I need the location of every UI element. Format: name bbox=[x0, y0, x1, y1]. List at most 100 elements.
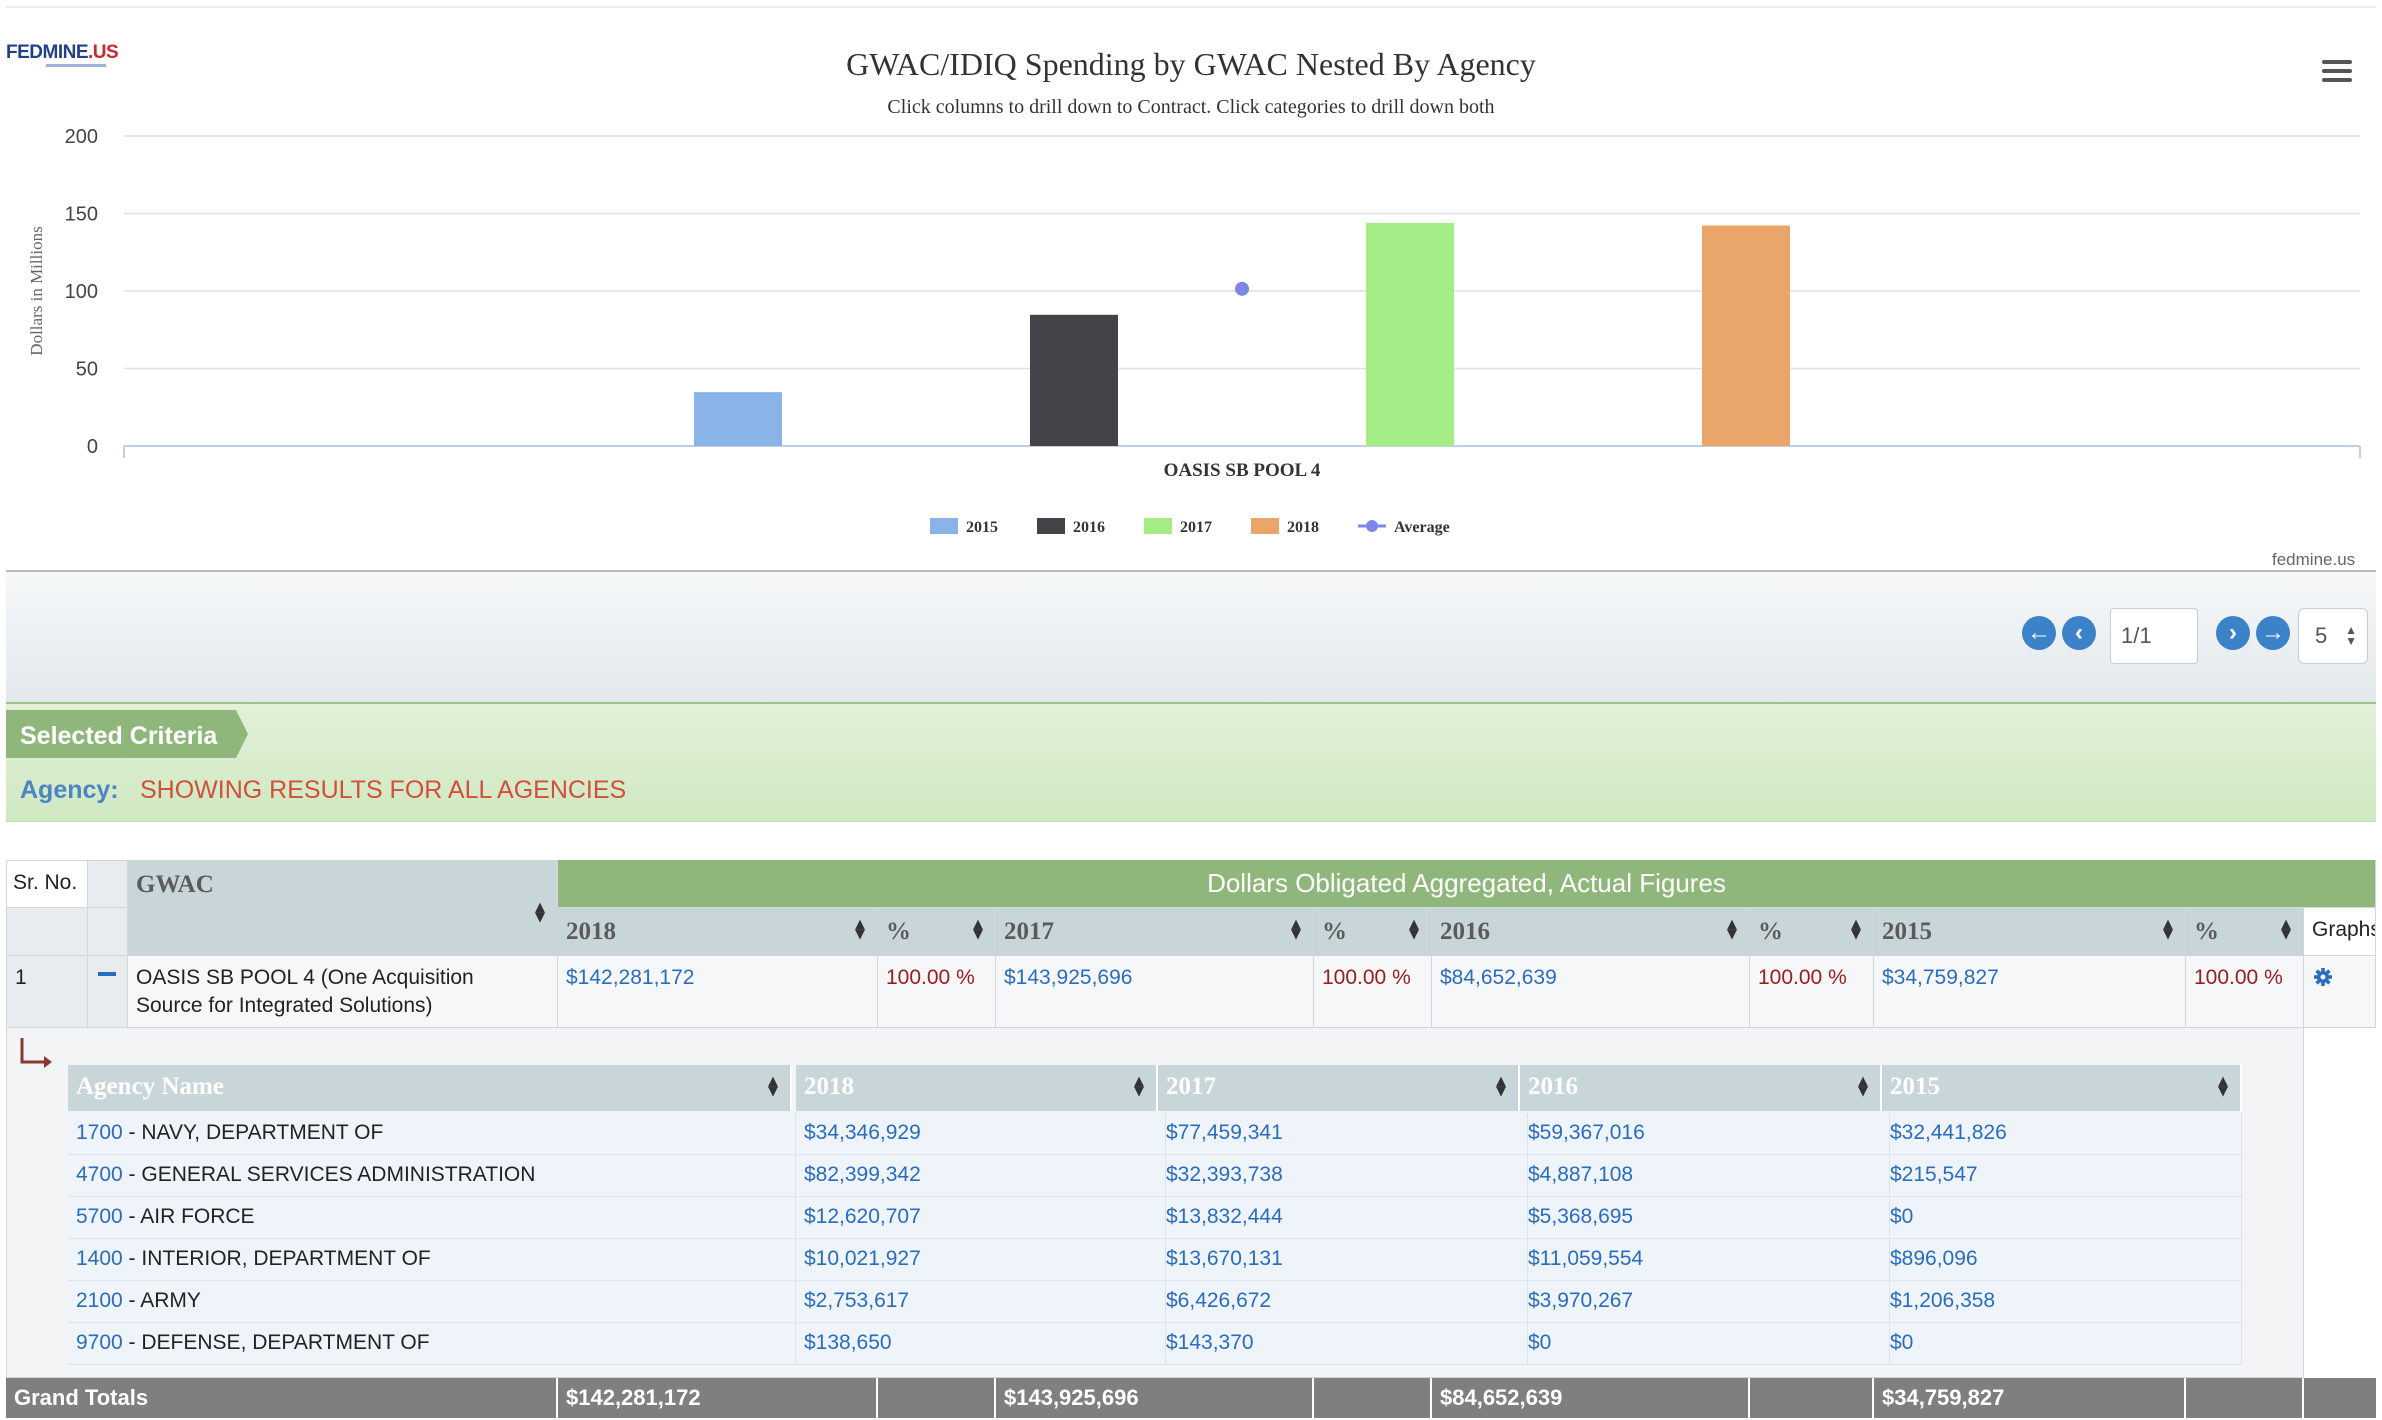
nested-2015-value[interactable]: $1,206,358 bbox=[1890, 1281, 2242, 1323]
agency-cell: 9700 - DEFENSE, DEPARTMENT OF bbox=[76, 1323, 796, 1365]
sort-icon[interactable]: ▲ ▼ bbox=[2163, 917, 2173, 942]
nested-2015-value[interactable]: $215,547 bbox=[1890, 1155, 2242, 1197]
page-number-input[interactable] bbox=[2110, 608, 2198, 664]
nested-2018-value[interactable]: $12,620,707 bbox=[804, 1197, 1166, 1239]
agency-code-link[interactable]: 2100 bbox=[76, 1289, 123, 1312]
nested-2015-value[interactable]: $0 bbox=[1890, 1323, 2242, 1365]
sort-icon[interactable]: ▲ ▼ bbox=[2218, 1074, 2228, 1099]
collapse-row-icon[interactable] bbox=[88, 956, 128, 1028]
first-page-icon[interactable]: ← bbox=[2022, 616, 2056, 650]
sort-icon[interactable]: ▲ ▼ bbox=[535, 900, 545, 925]
sort-icon[interactable]: ▲ ▼ bbox=[768, 1074, 778, 1099]
chart-credit[interactable]: fedmine.us bbox=[2272, 550, 2356, 569]
agency-code-link[interactable]: 5700 bbox=[76, 1205, 123, 1228]
nested-2017-value[interactable]: $143,370 bbox=[1166, 1323, 1528, 1365]
sort-icon[interactable]: ▲ ▼ bbox=[1727, 917, 1737, 942]
nested-agency-header[interactable]: Agency Name ▲ ▼ bbox=[68, 1065, 792, 1111]
x-category-label[interactable]: OASIS SB POOL 4 bbox=[1164, 460, 1321, 481]
col-2018-pct-header[interactable]: % ▲ ▼ bbox=[878, 908, 996, 956]
bar-2015[interactable] bbox=[694, 392, 782, 446]
nested-2016-value[interactable]: $11,059,554 bbox=[1528, 1239, 1890, 1281]
graphs-header: Graphs bbox=[2304, 908, 2376, 956]
sort-icon[interactable]: ▲ ▼ bbox=[855, 917, 865, 942]
agency-cell: 2100 - ARMY bbox=[76, 1281, 796, 1323]
row-2018-value[interactable]: $142,281,172 bbox=[558, 956, 878, 1028]
nested-2016-value[interactable]: $4,887,108 bbox=[1528, 1155, 1890, 1197]
nested-2018-value[interactable]: $10,021,927 bbox=[804, 1239, 1166, 1281]
nested-2017-header[interactable]: 2017 ▲ ▼ bbox=[1158, 1065, 1520, 1111]
total-2018-pct bbox=[878, 1378, 996, 1418]
bar-2016[interactable] bbox=[1030, 314, 1118, 446]
gwac-header[interactable]: GWAC ▲ ▼ bbox=[128, 860, 558, 956]
legend-swatch-average-dot[interactable] bbox=[1366, 520, 1378, 532]
table-row: 5700 - AIR FORCE $12,620,707 $13,832,444… bbox=[68, 1197, 2242, 1239]
page-size-select[interactable]: 5 ▲ ▼ bbox=[2298, 608, 2368, 664]
col-2017-pct-header[interactable]: % ▲ ▼ bbox=[1314, 908, 1432, 956]
nested-2018-value[interactable]: $2,753,617 bbox=[804, 1281, 1166, 1323]
col-2016-header[interactable]: 2016 ▲ ▼ bbox=[1432, 908, 1750, 956]
legend-label[interactable]: 2018 bbox=[1287, 519, 1319, 536]
nested-2015-value[interactable]: $32,441,826 bbox=[1890, 1113, 2242, 1155]
row-2016-value[interactable]: $84,652,639 bbox=[1432, 956, 1750, 1028]
agency-name: - ARMY bbox=[122, 1289, 201, 1312]
sort-icon[interactable]: ▲ ▼ bbox=[1496, 1074, 1506, 1099]
average-marker[interactable] bbox=[1235, 281, 1249, 296]
gwac-name-line2: Source for Integrated Solutions) bbox=[136, 994, 433, 1017]
sort-icon[interactable]: ▲ ▼ bbox=[1851, 917, 1861, 942]
prev-page-icon[interactable]: ‹ bbox=[2062, 616, 2096, 650]
bar-2018[interactable] bbox=[1702, 225, 1790, 446]
legend-swatch-2016[interactable] bbox=[1037, 518, 1065, 534]
nested-2016-value[interactable]: $5,368,695 bbox=[1528, 1197, 1890, 1239]
col-2015-header[interactable]: 2015 ▲ ▼ bbox=[1874, 908, 2186, 956]
nested-2016-header[interactable]: 2016 ▲ ▼ bbox=[1520, 1065, 1882, 1111]
nested-2018-value[interactable]: $138,650 bbox=[804, 1323, 1166, 1365]
legend-swatch-2017[interactable] bbox=[1144, 518, 1172, 534]
agency-code-link[interactable]: 1400 bbox=[76, 1247, 123, 1270]
nested-2015-header[interactable]: 2015 ▲ ▼ bbox=[1882, 1065, 2242, 1111]
nested-2018-value[interactable]: $34,346,929 bbox=[804, 1113, 1166, 1155]
legend-label[interactable]: 2015 bbox=[966, 519, 998, 536]
sort-icon[interactable]: ▲ ▼ bbox=[2281, 917, 2291, 942]
row-2015-value[interactable]: $34,759,827 bbox=[1874, 956, 2186, 1028]
nested-2017-value[interactable]: $77,459,341 bbox=[1166, 1113, 1528, 1155]
legend-swatch-2015[interactable] bbox=[930, 518, 958, 534]
agency-code-link[interactable]: 9700 bbox=[76, 1331, 123, 1354]
sort-icon[interactable]: ▲ ▼ bbox=[1134, 1074, 1144, 1099]
nested-2016-value[interactable]: $59,367,016 bbox=[1528, 1113, 1890, 1155]
nested-2018-header[interactable]: 2018 ▲ ▼ bbox=[796, 1065, 1158, 1111]
agency-name: - GENERAL SERVICES ADMINISTRATION bbox=[122, 1163, 536, 1186]
nested-2018-value[interactable]: $82,399,342 bbox=[804, 1155, 1166, 1197]
nested-2017-value[interactable]: $32,393,738 bbox=[1166, 1155, 1528, 1197]
legend-label[interactable]: 2016 bbox=[1073, 519, 1105, 536]
sort-icon[interactable]: ▲ ▼ bbox=[1291, 917, 1301, 942]
sort-icon[interactable]: ▲ ▼ bbox=[1858, 1074, 1868, 1099]
nested-2017-value[interactable]: $13,670,131 bbox=[1166, 1239, 1528, 1281]
nested-2016-value[interactable]: $3,970,267 bbox=[1528, 1281, 1890, 1323]
row-2017-value[interactable]: $143,925,696 bbox=[996, 956, 1314, 1028]
col-2017-header[interactable]: 2017 ▲ ▼ bbox=[996, 908, 1314, 956]
sort-icon[interactable]: ▲ ▼ bbox=[973, 917, 983, 942]
col-2018-header[interactable]: 2018 ▲ ▼ bbox=[558, 908, 878, 956]
logo: FEDMINE.US bbox=[6, 42, 119, 64]
legend-swatch-2018[interactable] bbox=[1251, 518, 1279, 534]
bar-2017[interactable] bbox=[1366, 222, 1454, 446]
nested-2017-value[interactable]: $13,832,444 bbox=[1166, 1197, 1528, 1239]
grand-totals-label: Grand Totals bbox=[6, 1378, 558, 1418]
table-row: 1400 - INTERIOR, DEPARTMENT OF $10,021,9… bbox=[68, 1239, 2242, 1281]
legend-label[interactable]: 2017 bbox=[1180, 519, 1212, 536]
bar-chart[interactable]: 0 50 100 150 200 Dollars in Millions OASIS SB … bbox=[6, 8, 2376, 570]
agency-code-link[interactable]: 1700 bbox=[76, 1121, 123, 1144]
legend-label[interactable]: Average bbox=[1394, 519, 1450, 536]
nested-2015-value[interactable]: $896,096 bbox=[1890, 1239, 2242, 1281]
col-2015-pct-header[interactable]: % ▲ ▼ bbox=[2186, 908, 2304, 956]
last-page-icon[interactable]: → bbox=[2256, 616, 2290, 650]
sort-icon[interactable]: ▲ ▼ bbox=[1409, 917, 1419, 942]
next-page-icon[interactable]: › bbox=[2216, 616, 2250, 650]
nested-2015-value[interactable]: $0 bbox=[1890, 1197, 2242, 1239]
hamburger-menu-icon[interactable] bbox=[2322, 60, 2352, 82]
graphs-gear-icon[interactable] bbox=[2304, 956, 2376, 1028]
agency-code-link[interactable]: 4700 bbox=[76, 1163, 123, 1186]
nested-2017-value[interactable]: $6,426,672 bbox=[1166, 1281, 1528, 1323]
col-2016-pct-header[interactable]: % ▲ ▼ bbox=[1750, 908, 1874, 956]
nested-2016-value[interactable]: $0 bbox=[1528, 1323, 1890, 1365]
